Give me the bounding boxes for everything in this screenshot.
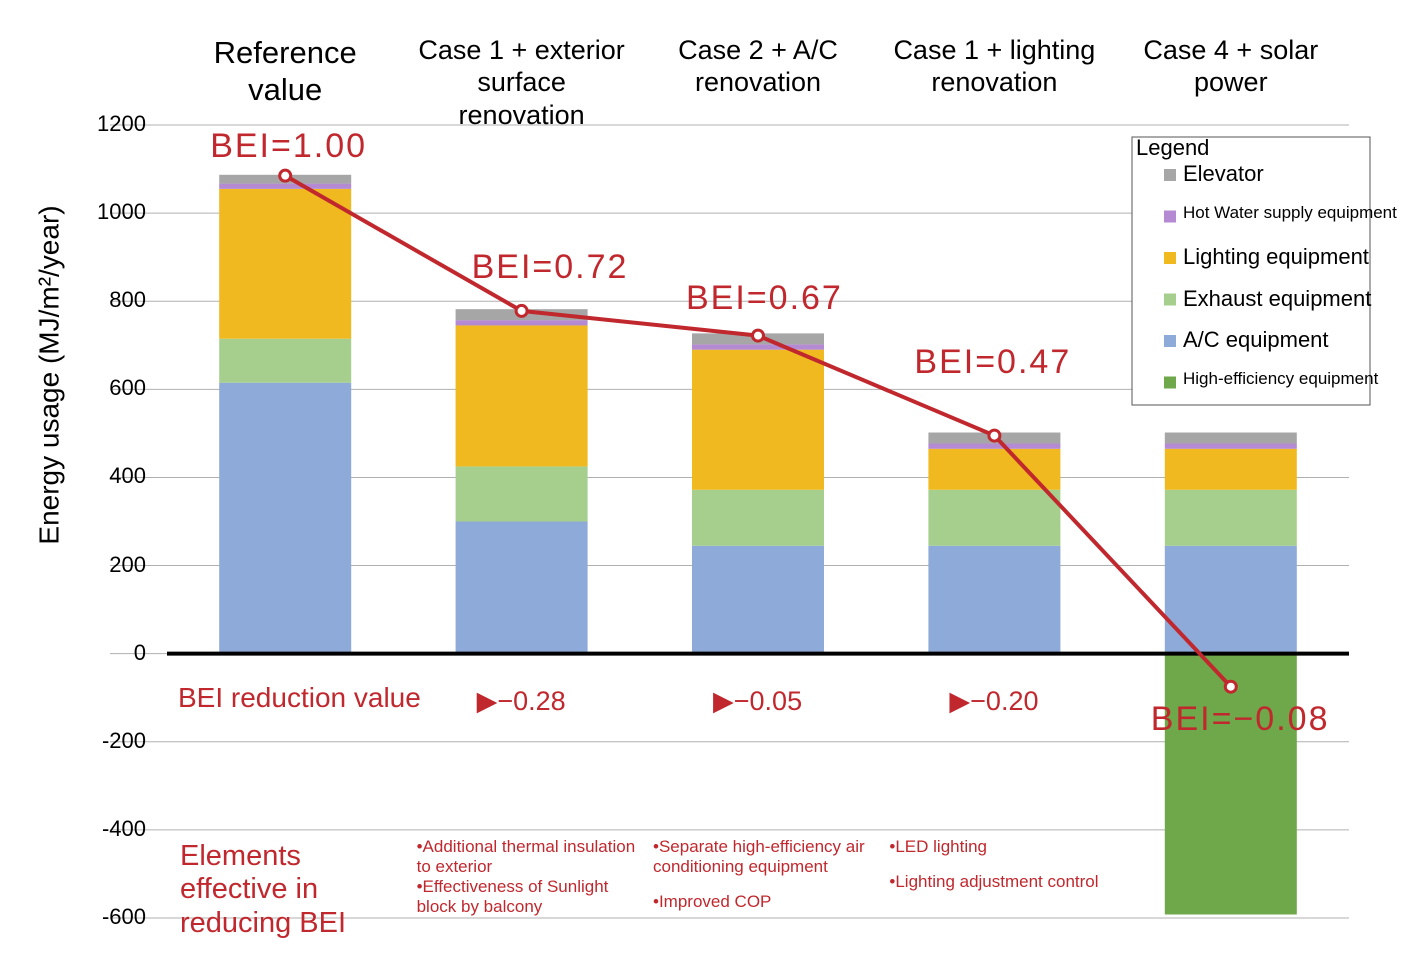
category-label: Case 2 + A/C renovation [678, 35, 838, 98]
legend-label: Exhaust equipment [1183, 285, 1372, 311]
bei-label: BEI=0.67 [686, 278, 843, 317]
legend-label: Hot Water supply equipment [1183, 202, 1397, 222]
y-tick-label: 1000 [97, 199, 146, 225]
bar-segment [928, 489, 1061, 546]
y-tick-label: 200 [109, 551, 146, 577]
legend-swatch [1164, 169, 1176, 181]
legend-label: Elevator [1183, 161, 1264, 186]
bei-point [514, 303, 529, 318]
bar-segment [219, 188, 352, 339]
legend-label: High-efficiency equipment [1183, 368, 1379, 388]
category-label: Case 4 + solar power [1143, 35, 1319, 98]
bar-segment [219, 183, 352, 189]
legend-box [1131, 136, 1371, 406]
reduction-value: ▶−0.20 [949, 686, 1039, 716]
bei-label: BEI=0.47 [914, 342, 1072, 381]
element-item: •Improved COP [653, 892, 772, 911]
bar-segment [1164, 489, 1297, 546]
y-tick-label: 1200 [97, 111, 146, 136]
bar-segment [692, 349, 824, 490]
legend-title: Legend [1136, 135, 1210, 160]
category-label: Case 1 + exterior surface renovation [418, 35, 625, 130]
reduction-value: ▶−0.05 [713, 686, 803, 716]
bar-segment [1164, 653, 1297, 915]
y-tick-label: -600 [101, 904, 146, 929]
y-tick-label: -200 [101, 727, 146, 753]
bar-segment [455, 320, 588, 326]
legend-swatch [1164, 293, 1176, 306]
legend-swatch [1164, 210, 1176, 223]
bar-segment [455, 521, 588, 654]
bar-segment [1164, 443, 1297, 449]
legend-swatch [1164, 376, 1176, 389]
reduction-label: BEI reduction value [178, 682, 421, 713]
element-item: •Additional thermal insulation to exteri… [416, 837, 636, 876]
element-item: •Effectiveness of Sunlight block by balc… [416, 877, 609, 916]
bei-label: BEI=−0.08 [1150, 699, 1330, 738]
element-item: •LED lighting [889, 837, 988, 856]
elements-label: Elements effective in reducing BEI [180, 840, 347, 939]
bar-segment [1164, 432, 1297, 444]
y-tick-label: -400 [101, 815, 146, 841]
y-tick-label: 0 [133, 639, 146, 665]
bei-label: BEI=0.72 [471, 247, 629, 286]
bei-point [1223, 679, 1238, 694]
bei-point [987, 428, 1002, 443]
y-tick-label: 400 [109, 463, 146, 489]
bei-label: BEI=1.00 [210, 126, 368, 165]
legend-swatch [1164, 335, 1176, 347]
bar-segment [1164, 545, 1297, 654]
bar-segment [692, 545, 824, 654]
element-item: •Lighting adjustment control [889, 872, 1099, 891]
element-item: •Separate high-efficiency air conditioni… [653, 837, 865, 876]
bar-segment [219, 382, 352, 654]
category-label: Reference value [213, 35, 357, 108]
legend-swatch [1164, 252, 1176, 264]
bar-segment [1164, 448, 1297, 490]
bei-point [751, 328, 765, 343]
bar-segment [455, 466, 588, 522]
y-tick-label: 800 [109, 287, 146, 313]
bar-segment [928, 443, 1061, 449]
reduction-value: ▶−0.28 [476, 686, 566, 716]
bar-segment [219, 338, 352, 383]
legend-label: A/C equipment [1183, 327, 1329, 352]
bei-point [278, 168, 293, 183]
bar-segment [692, 344, 824, 350]
y-tick-label: 600 [109, 375, 146, 401]
bar-segment [928, 545, 1061, 654]
bar-segment [455, 325, 588, 467]
y-axis-label: Energy usage (MJ/m²/year) [33, 205, 65, 545]
legend-label: Lighting equipment [1183, 244, 1369, 269]
category-label: Case 1 + lighting renovation [893, 35, 1096, 98]
bar-segment [692, 489, 824, 546]
